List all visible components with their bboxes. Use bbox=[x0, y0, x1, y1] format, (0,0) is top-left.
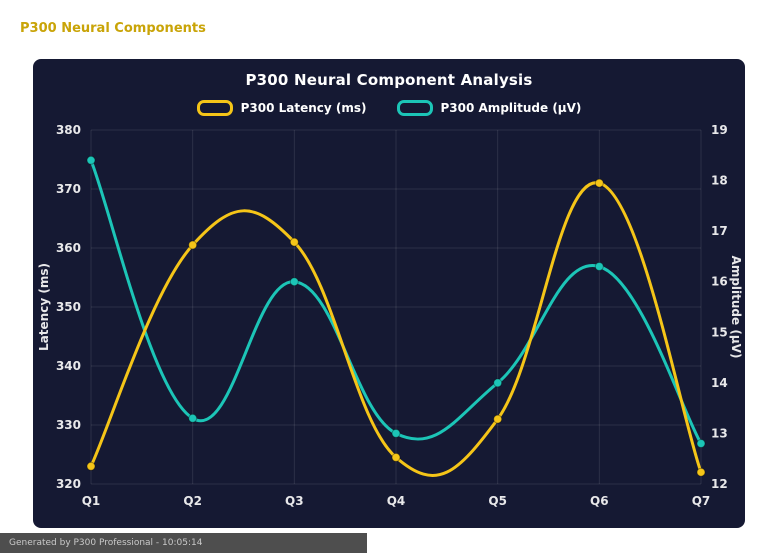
amplitude-point[interactable] bbox=[188, 413, 198, 423]
x-axis-tick-label: Q7 bbox=[692, 494, 711, 508]
latency-point[interactable] bbox=[289, 237, 299, 247]
legend-label-amplitude: P300 Amplitude (μV) bbox=[440, 101, 582, 115]
right-axis-tick-label: 19 bbox=[711, 123, 728, 137]
x-axis-tick-label: Q4 bbox=[387, 494, 406, 508]
amplitude-point[interactable] bbox=[594, 262, 604, 271]
right-axis-tick-label: 14 bbox=[711, 376, 728, 390]
latency-legend-swatch bbox=[196, 100, 233, 116]
right-axis-tick-label: 17 bbox=[711, 224, 728, 238]
chart-title: P300 Neural Component Analysis bbox=[245, 71, 533, 89]
amplitude-point[interactable] bbox=[391, 428, 401, 438]
legend-item-amplitude[interactable]: P300 Amplitude (μV) bbox=[396, 100, 582, 116]
left-axis-tick-label: 370 bbox=[56, 182, 81, 196]
latency-point[interactable] bbox=[188, 240, 198, 250]
left-axis-tick-label: 380 bbox=[56, 123, 81, 137]
right-axis-tick-label: 16 bbox=[711, 275, 728, 289]
chart-panel: P300 Neural Component Analysis P300 Late… bbox=[33, 59, 745, 528]
legend-label-latency: P300 Latency (ms) bbox=[240, 101, 367, 115]
latency-point[interactable] bbox=[696, 467, 706, 477]
chart-legend: P300 Latency (ms) P300 Amplitude (μV) bbox=[33, 100, 745, 116]
amplitude-point[interactable] bbox=[289, 277, 299, 287]
x-axis-tick-label: Q5 bbox=[488, 494, 507, 508]
left-axis-tick-label: 320 bbox=[56, 477, 81, 491]
right-axis-tick-label: 15 bbox=[711, 325, 728, 339]
right-axis-tick-label: 13 bbox=[711, 426, 728, 440]
latency-point[interactable] bbox=[493, 414, 503, 424]
latency-point[interactable] bbox=[594, 178, 604, 188]
latency-point[interactable] bbox=[391, 452, 401, 462]
amplitude-point[interactable] bbox=[493, 378, 503, 388]
left-axis-tick-label: 350 bbox=[56, 300, 81, 314]
page-title: P300 Neural Components bbox=[20, 21, 206, 36]
footer-status: Generated by P300 Professional - 10:05:1… bbox=[0, 533, 367, 553]
x-axis-tick-label: Q2 bbox=[183, 494, 202, 508]
x-axis-tick-label: Q6 bbox=[590, 494, 609, 508]
x-axis-tick-label: Q1 bbox=[82, 494, 101, 508]
left-axis-title: Latency (ms) bbox=[37, 263, 51, 351]
latency-point[interactable] bbox=[86, 461, 96, 471]
left-axis-tick-label: 360 bbox=[56, 241, 81, 255]
x-axis-tick-label: Q3 bbox=[285, 494, 304, 508]
chart-canvas: 320 330 340 350 360 370 380 12 13 14 15 16 17 18 19 Q1 Q… bbox=[37, 123, 743, 508]
left-axis-tick-label: 330 bbox=[56, 418, 81, 432]
right-axis-title: Amplitude (μV) bbox=[729, 256, 743, 359]
left-axis-tick-label: 340 bbox=[56, 359, 81, 373]
right-axis-tick-label: 18 bbox=[711, 174, 728, 188]
right-axis-tick-label: 12 bbox=[711, 477, 728, 491]
amplitude-point[interactable] bbox=[86, 155, 96, 165]
amplitude-legend-swatch bbox=[396, 100, 433, 116]
legend-item-latency[interactable]: P300 Latency (ms) bbox=[196, 100, 367, 116]
amplitude-point[interactable] bbox=[696, 439, 706, 448]
